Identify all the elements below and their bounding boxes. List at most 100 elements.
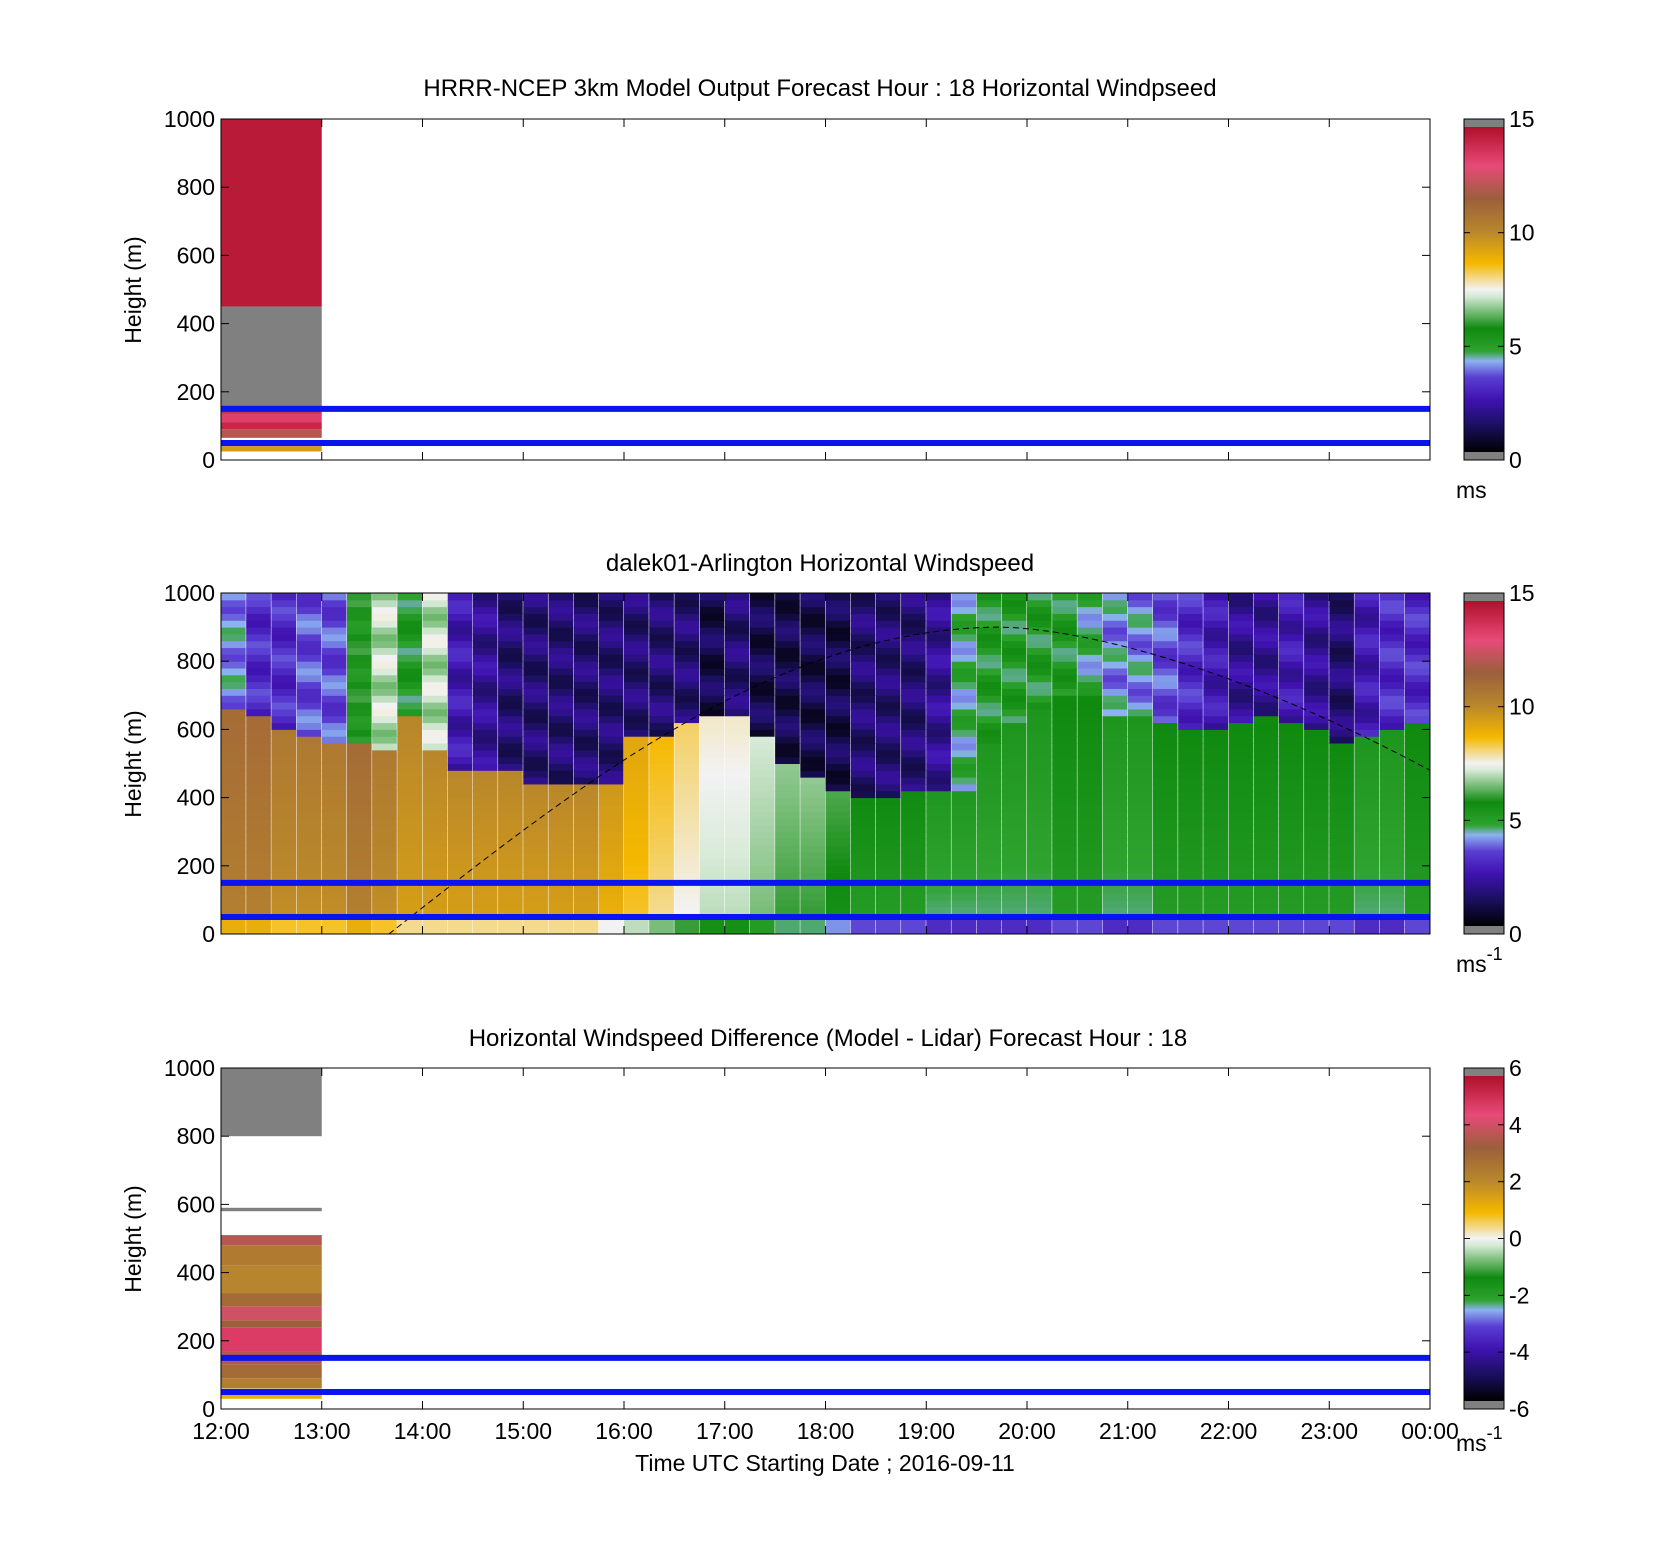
colorbar-tick-label: 5 (1509, 333, 1522, 359)
colorbar-unit-exponent: -1 (1487, 1423, 1503, 1443)
lidar-cell (1178, 783, 1203, 792)
lidar-cell (1329, 824, 1354, 833)
lidar-cell (775, 927, 800, 935)
lidar-cell (1228, 593, 1254, 601)
lidar-cell (346, 927, 372, 935)
lidar-cell (573, 845, 599, 853)
lidar-cell (749, 818, 775, 826)
lidar-cell (901, 627, 926, 635)
lidar-cell (749, 722, 775, 730)
lidar-cell (1152, 613, 1178, 621)
panel-lidar-cells (221, 593, 1430, 935)
lidar-cell (875, 845, 901, 853)
lidar-cell (875, 927, 901, 935)
lidar-cell (271, 688, 297, 696)
lidar-cell (573, 927, 599, 935)
lidar-cell (901, 920, 926, 928)
lidar-cell (296, 715, 322, 724)
lidar-cell (372, 647, 397, 655)
lidar-cell (1304, 756, 1329, 764)
lidar-cell (1228, 681, 1254, 689)
lidar-cell (221, 702, 246, 710)
lidar-cell (649, 845, 674, 853)
lidar-cell (472, 722, 498, 730)
y-tick-label: 0 (202, 447, 215, 473)
lidar-cell (1203, 893, 1228, 901)
lidar-cell (498, 736, 523, 744)
lidar-cell (749, 627, 775, 635)
lidar-cell (800, 695, 825, 703)
lidar-cell (1052, 702, 1077, 710)
lidar-cell (724, 858, 750, 867)
lidar-cell (624, 688, 649, 696)
lidar-cell (1178, 811, 1203, 819)
lidar-cell (926, 681, 951, 689)
lidar-cell (271, 770, 297, 778)
lidar-cell (472, 593, 498, 601)
lidar-cell (296, 695, 322, 703)
lidar-cell (649, 865, 674, 874)
lidar-cell (1228, 688, 1254, 696)
lidar-cell (926, 838, 951, 846)
lidar-cell (1404, 831, 1430, 840)
lidar-cell (1379, 708, 1405, 717)
lidar-cell (1329, 858, 1354, 867)
lidar-cell (422, 620, 448, 628)
lidar-cell (321, 777, 347, 785)
lidar-cell (1253, 688, 1279, 696)
lidar-cell (1052, 654, 1077, 662)
lidar-cell (699, 613, 725, 621)
lidar-cell (1278, 688, 1304, 696)
lidar-cell (573, 702, 599, 710)
lidar-cell (1228, 715, 1254, 724)
lidar-cell (221, 899, 246, 908)
lidar-cell (1228, 872, 1254, 880)
lidar-cell (1203, 674, 1228, 683)
lidar-cell (1253, 818, 1279, 826)
lidar-cell (221, 593, 246, 601)
lidar-cell (548, 790, 574, 799)
lidar-cell (221, 804, 246, 812)
lidar-cell (447, 708, 473, 717)
lidar-cell (1203, 708, 1228, 717)
lidar-cell (775, 674, 800, 683)
lidar-cell (1304, 838, 1329, 846)
lidar-cell (800, 858, 825, 867)
lidar-cell (699, 818, 725, 826)
lidar-cell (1329, 865, 1354, 874)
lidar-cell (271, 906, 297, 915)
lidar-cell (296, 920, 322, 928)
lidar-cell (775, 790, 800, 799)
lidar-cell (976, 681, 1002, 689)
model-cell (221, 1391, 322, 1399)
lidar-cell (1304, 824, 1329, 833)
lidar-cell (472, 668, 498, 676)
lidar-cell (472, 845, 498, 853)
lidar-cell (598, 633, 624, 642)
lidar-cell (1001, 811, 1027, 819)
lidar-cell (724, 647, 750, 655)
lidar-cell (1027, 593, 1052, 601)
lidar-cell (1001, 845, 1027, 853)
lidar-cell (850, 668, 876, 676)
lidar-cell (271, 831, 297, 840)
lidar-cell (1329, 818, 1354, 826)
lidar-cell (800, 824, 825, 833)
lidar-cell (674, 640, 700, 649)
lidar-cell (498, 818, 523, 826)
lidar-cell (1178, 674, 1203, 683)
lidar-cell (472, 899, 498, 908)
lidar-cell (246, 872, 271, 880)
lidar-cell (548, 606, 574, 614)
lidar-cell (1178, 722, 1203, 730)
lidar-cell (573, 797, 599, 805)
lidar-cell (246, 763, 271, 771)
lidar-cell (724, 681, 750, 689)
lidar-cell (1052, 899, 1077, 908)
lidar-cell (1253, 872, 1279, 880)
lidar-cell (825, 722, 851, 730)
lidar-cell (221, 647, 246, 655)
lidar-cell (825, 777, 851, 785)
lidar-cell (1304, 715, 1329, 724)
lidar-cell (976, 729, 1002, 737)
